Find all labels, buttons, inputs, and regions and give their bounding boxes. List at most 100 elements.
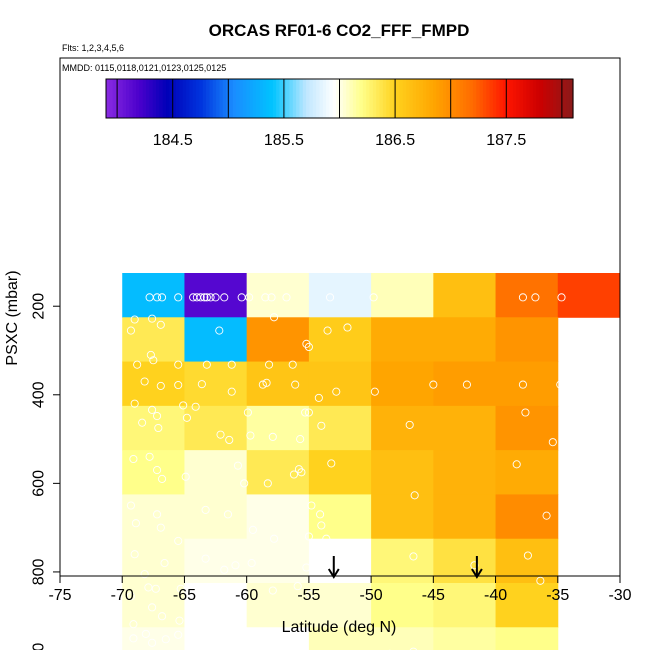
observation-point <box>317 421 326 430</box>
observation-point <box>296 435 305 444</box>
observation-point <box>293 582 302 591</box>
x-tick-label: -30 <box>608 587 631 604</box>
heatmap-cell <box>122 627 185 650</box>
x-tick-label: -35 <box>546 587 569 604</box>
heatmap-cell <box>184 361 248 407</box>
colorbar-segment <box>259 79 264 118</box>
observation-point <box>409 647 418 650</box>
heatmap-cell <box>246 627 310 650</box>
colorbar-segment <box>436 79 441 118</box>
colorbar-segment <box>319 79 324 118</box>
colorbar-segment <box>439 79 444 118</box>
colorbar-segment <box>166 79 170 118</box>
heatmap-cell <box>495 627 559 650</box>
observation-point <box>248 525 257 534</box>
observation-point <box>246 431 255 440</box>
colorbar-segment <box>462 79 467 118</box>
colorbar-segment <box>252 79 257 118</box>
observation-point <box>297 468 306 477</box>
heatmap-cell <box>308 583 372 628</box>
observation-point <box>153 466 162 475</box>
observation-markers <box>126 293 566 650</box>
colorbar-segment <box>509 79 514 118</box>
observation-point <box>201 554 210 563</box>
colorbar-segment <box>276 79 281 118</box>
colorbar-segment <box>309 79 314 118</box>
colorbar-tick-label: 185.5 <box>264 132 304 149</box>
heatmap-cell <box>308 273 372 318</box>
observation-point <box>240 479 249 488</box>
colorbar-segment <box>116 79 120 118</box>
observation-point <box>182 413 191 422</box>
colorbar-segment <box>432 79 437 118</box>
heatmap-cell <box>308 538 372 584</box>
heatmap-cell <box>184 494 248 540</box>
x-tick-label: -70 <box>111 587 134 604</box>
heatmap-cell <box>433 583 497 628</box>
colorbar-segment <box>216 79 221 118</box>
observation-point <box>269 313 279 322</box>
colorbar-segment <box>489 79 494 118</box>
colorbar-segment <box>506 79 511 118</box>
observation-point <box>243 408 252 417</box>
heatmap-cell <box>122 317 185 363</box>
dates-label: MMDD: 0115,0118,0121,0123,0125,0125 <box>62 63 226 73</box>
colorbar-segment <box>566 79 571 118</box>
colorbar-segment <box>389 79 394 118</box>
colorbar-segment <box>142 79 147 118</box>
colorbar-segment <box>229 79 234 118</box>
colorbar-segment <box>219 79 224 118</box>
observation-point <box>144 583 153 592</box>
observation-point <box>220 627 229 636</box>
heatmap-cell <box>246 317 310 363</box>
heatmap-cell <box>495 538 559 584</box>
colorbar-segment <box>296 79 301 118</box>
heatmap-cell <box>433 494 497 540</box>
colorbar-segment <box>492 79 497 118</box>
observation-point <box>282 293 291 302</box>
heatmap-cell <box>371 494 434 540</box>
observation-point <box>307 501 316 510</box>
observation-point <box>304 408 313 417</box>
observation-point <box>156 381 165 390</box>
colorbar-segment <box>486 79 491 118</box>
colorbar-segment <box>176 79 180 118</box>
down-arrow-icon <box>471 556 483 579</box>
chart-title: ORCAS RF01-6 CO2_FFF_FMPD <box>209 21 470 40</box>
observation-point <box>557 293 566 302</box>
heatmap-cell <box>495 494 559 540</box>
heatmap-cell <box>122 361 185 407</box>
observation-point <box>148 314 157 323</box>
colorbar-segment <box>162 79 167 118</box>
observation-point <box>267 293 276 302</box>
observation-point <box>200 293 209 302</box>
observation-point <box>174 293 183 302</box>
observation-point <box>153 411 162 421</box>
colorbar-segment <box>212 79 217 118</box>
observation-point <box>317 521 326 530</box>
heatmap-cell <box>184 450 248 495</box>
colorbar-segment <box>519 79 524 118</box>
colorbar-segment <box>242 79 247 118</box>
colorbar-segment <box>202 79 207 118</box>
observation-point <box>200 614 209 623</box>
colorbar-segment <box>209 79 214 118</box>
colorbar-segment <box>362 79 367 118</box>
observation-point <box>211 293 220 302</box>
heatmap-cell <box>122 405 185 451</box>
colorbar-segment <box>269 79 274 118</box>
heatmap-cell <box>371 583 434 628</box>
colorbar-segment <box>106 79 110 118</box>
observation-point <box>197 380 206 389</box>
heatmap-cell <box>246 494 310 540</box>
colorbar-segment <box>272 79 277 118</box>
observation-point <box>176 584 185 593</box>
observation-point <box>327 459 336 468</box>
observation-point <box>201 505 210 514</box>
colorbar-segment <box>399 79 404 118</box>
heatmap-cell <box>495 450 559 495</box>
colorbar-segment <box>266 79 271 118</box>
colorbar-segment <box>146 79 150 118</box>
colorbar-segment <box>556 79 561 118</box>
heatmap-cell <box>122 494 185 540</box>
